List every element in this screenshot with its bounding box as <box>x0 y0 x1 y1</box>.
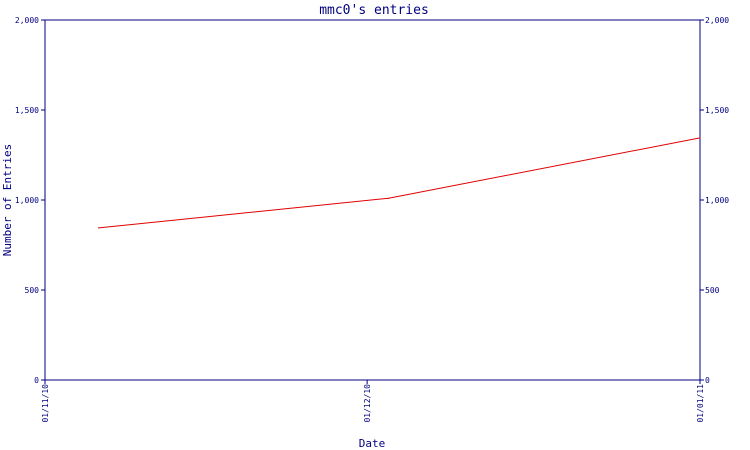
y-tick-label-right: 500 <box>705 286 720 295</box>
series-line <box>98 137 701 229</box>
y-axis-label: Number of Entries <box>1 144 14 257</box>
x-tick-label: 01/11/10 <box>41 384 50 423</box>
left-y-axis: 0 500 1,000 1,500 2,000 <box>15 16 45 385</box>
x-tick-label: 01/12/10 <box>363 384 372 423</box>
y-tick-label-left: 500 <box>25 286 40 295</box>
data-point <box>388 197 390 199</box>
y-tick-label-left: 2,000 <box>15 16 39 25</box>
series-layer <box>98 137 701 229</box>
y-tick-label-right: 1,000 <box>705 196 729 205</box>
x-tick-label: 01/01/11 <box>696 384 705 423</box>
y-tick-label-right: 1,500 <box>705 106 729 115</box>
x-axis-label: Date <box>359 437 386 450</box>
y-tick-label-right: 0 <box>705 376 710 385</box>
y-tick-label-right: 2,000 <box>705 16 729 25</box>
data-point <box>98 227 100 229</box>
y-tick-label-left: 1,500 <box>15 106 39 115</box>
right-y-axis: 0 500 1,000 1,500 2,000 <box>700 16 729 385</box>
data-point <box>699 137 701 139</box>
y-tick-label-left: 1,000 <box>15 196 39 205</box>
x-axis: 01/11/10 01/12/10 01/01/11 <box>41 380 705 423</box>
y-tick-label-left: 0 <box>34 376 39 385</box>
chart-title: mmc0's entries <box>319 3 429 18</box>
